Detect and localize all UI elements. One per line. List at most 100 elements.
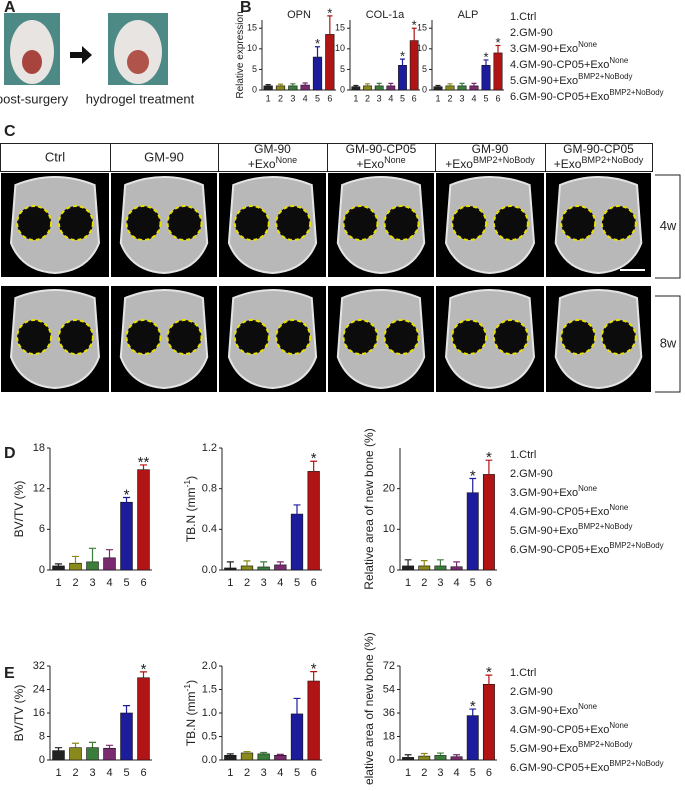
y-tick-label: 5	[252, 64, 257, 74]
bar	[137, 469, 150, 571]
skull	[119, 289, 209, 390]
legend-entry-text: 2.GM-90	[510, 27, 553, 39]
y-tick-label: 18	[383, 730, 395, 742]
x-tick-label: 6	[486, 767, 492, 779]
y-tick-label: 8	[39, 730, 45, 742]
legend-entry-text: 6.GM-90-CP05+Exo	[510, 544, 609, 556]
error-bar	[243, 750, 251, 753]
defect	[492, 319, 529, 355]
column-header: GM-90	[472, 142, 509, 156]
bar	[312, 56, 323, 91]
defect	[600, 319, 637, 355]
panel-label: B	[240, 0, 252, 16]
legend-entry: 5.GM-90+ExoBMP2+NoBody	[510, 522, 632, 537]
x-tick-label: 5	[470, 767, 476, 779]
y-axis-label-text: TB.N (mm	[184, 488, 198, 543]
column-header: +ExoBMP2+NoBody	[554, 155, 644, 171]
error-bar	[122, 705, 131, 713]
y-tick-label: 0	[340, 84, 345, 94]
legend-entry-text: 1.Ctrl	[510, 667, 536, 679]
bar	[450, 756, 463, 761]
bar	[257, 753, 270, 761]
legend-entry-text: 6.GM-90-CP05+Exo	[510, 91, 609, 103]
legend-entry-sup: None	[578, 702, 598, 711]
column-header-sup: None	[384, 155, 406, 165]
y-axis-label: BV/TV (%)	[12, 481, 26, 538]
defect	[166, 319, 203, 355]
x-tick-label: 1	[227, 577, 233, 589]
significance-mark: *	[141, 661, 147, 678]
legend-entry-text: 5.GM-90+Exo	[510, 743, 578, 755]
column-header: GM-90-CP05	[346, 142, 417, 156]
y-tick-label: 2.0	[202, 660, 217, 672]
header-cell	[435, 143, 546, 172]
x-tick-label: 6	[311, 767, 317, 779]
significance-mark: *	[486, 449, 492, 466]
error-bar	[469, 708, 477, 716]
x-tick-label: 5	[470, 577, 476, 589]
error-bar	[71, 555, 80, 564]
x-tick-label: 6	[327, 93, 332, 103]
legend-entry: 5.GM-90+ExoBMP2+NoBody	[510, 72, 632, 87]
bar	[433, 86, 443, 91]
x-tick-label: 4	[454, 577, 460, 589]
y-tick-label: 0.8	[202, 483, 217, 495]
x-tick-label: 3	[261, 767, 267, 779]
significance-mark: *	[124, 486, 130, 503]
bar	[52, 750, 65, 761]
y-tick-label: 6	[39, 523, 45, 535]
y-tick-label: 32	[33, 660, 45, 672]
legend-entry-text: 5.GM-90+Exo	[510, 75, 578, 87]
bar	[493, 52, 503, 91]
x-tick-label: 4	[454, 767, 460, 779]
defect	[383, 319, 420, 355]
header-cell	[110, 143, 219, 172]
x-tick-label: 5	[123, 767, 129, 779]
legend-entry-text: 2.GM-90	[510, 468, 553, 480]
column-header: GM-90-CP05	[563, 142, 634, 156]
bar	[103, 747, 116, 761]
panel-label: D	[4, 445, 16, 462]
x-tick-label: 6	[486, 577, 492, 589]
error-bar	[293, 504, 301, 515]
legend-entry: 1.Ctrl	[510, 667, 536, 679]
bar	[120, 712, 133, 761]
significance-mark: *	[315, 36, 320, 51]
legend-entry-text: 3.GM-90+Exo	[510, 43, 578, 55]
significance-mark: *	[483, 49, 488, 64]
significance-mark: *	[327, 5, 332, 20]
error-bar	[400, 58, 405, 66]
x-tick-label: 3	[437, 767, 443, 779]
y-tick-label: 36	[383, 707, 395, 719]
x-tick-label: 3	[459, 93, 464, 103]
error-bar	[411, 27, 417, 41]
legend-entry-sup: None	[609, 56, 629, 65]
bar	[224, 567, 237, 571]
error-bar	[105, 744, 114, 749]
x-tick-label: 4	[471, 93, 476, 103]
error-bar	[226, 753, 234, 756]
y-tick-label: 0	[422, 84, 427, 94]
error-bar	[485, 459, 493, 475]
error-bar	[277, 83, 284, 86]
x-tick-label: 4	[303, 93, 308, 103]
y-axis-label-sup: -1	[182, 480, 192, 488]
photo-caption: post-surgery	[0, 91, 69, 106]
column-header-sup: BMP2+NoBody	[473, 155, 535, 165]
panel-label: C	[4, 123, 16, 140]
error-bar	[290, 83, 296, 86]
column-header: GM-90	[254, 142, 291, 156]
skull	[336, 176, 426, 275]
bar	[290, 713, 304, 761]
error-bar	[88, 741, 97, 748]
legend-entry-text: 4.GM-90-CP05+Exo	[510, 724, 609, 736]
bar	[434, 755, 447, 761]
bar	[52, 565, 65, 571]
x-tick-label: 2	[421, 577, 427, 589]
bar	[263, 85, 273, 91]
defect	[233, 319, 270, 355]
defect	[125, 319, 162, 355]
defect	[342, 319, 379, 355]
x-tick-label: 4	[106, 767, 112, 779]
